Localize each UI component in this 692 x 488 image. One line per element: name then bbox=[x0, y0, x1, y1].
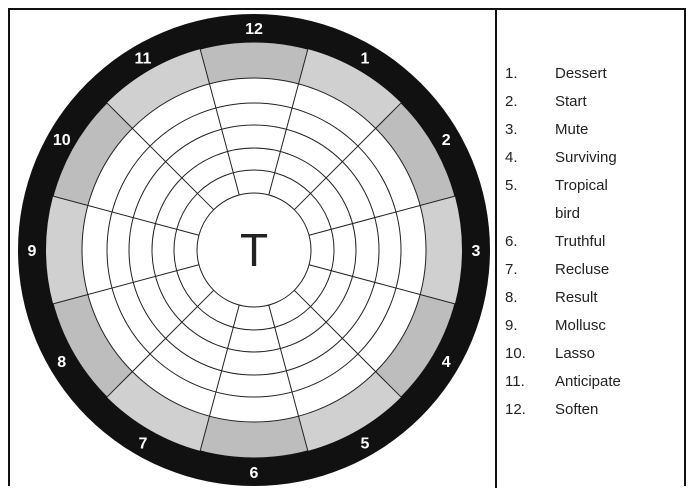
wheel-number: 7 bbox=[139, 435, 148, 452]
clue-number: 8. bbox=[505, 289, 518, 306]
clue-number: 9. bbox=[505, 317, 518, 334]
spoke bbox=[52, 264, 200, 305]
spoke bbox=[106, 289, 215, 398]
clue-text: Lasso bbox=[555, 345, 596, 362]
clue-text: Mute bbox=[555, 121, 589, 138]
ring bbox=[106, 102, 402, 398]
clue-text: Dessert bbox=[555, 65, 607, 82]
clue-text: Truthful bbox=[555, 233, 606, 250]
clue-number: 5. bbox=[505, 177, 518, 194]
clue-number: 11. bbox=[505, 373, 525, 390]
center-letter: T bbox=[240, 224, 268, 276]
wheel-number: 3 bbox=[472, 243, 481, 260]
clue-number: 4. bbox=[505, 149, 518, 166]
wheel-number: 9 bbox=[28, 243, 37, 260]
ring bbox=[151, 147, 357, 353]
clue: 4. Surviving bbox=[505, 144, 685, 172]
clue-number: 3. bbox=[505, 121, 518, 138]
clue-number: 7. bbox=[505, 261, 518, 278]
wheel-number: 1 bbox=[361, 51, 370, 68]
gray-segment bbox=[298, 49, 402, 129]
wheel-number: 2 bbox=[442, 132, 451, 149]
clue-list: 1. Dessert 2. Start 3. Mute 4. Surviving 5. Tropi… bbox=[505, 60, 685, 424]
wheel-number: 8 bbox=[57, 354, 66, 371]
spoke bbox=[308, 195, 456, 236]
clue: 3. Mute bbox=[505, 116, 685, 144]
clue: 12. Soften bbox=[505, 396, 685, 424]
wheel-number: 5 bbox=[361, 435, 370, 452]
spoke bbox=[293, 102, 402, 211]
spoke bbox=[293, 289, 402, 398]
gray-segment bbox=[420, 196, 462, 304]
clue: 1. Dessert bbox=[505, 60, 685, 88]
clue: 11. Anticipate bbox=[505, 368, 685, 396]
gray-segment bbox=[106, 371, 210, 451]
clue-text: Result bbox=[555, 289, 598, 306]
clue: 5. Tropical bird bbox=[505, 172, 685, 228]
clue: 10. Lasso bbox=[505, 340, 685, 368]
spoke bbox=[199, 304, 240, 452]
ring bbox=[128, 124, 380, 376]
frame bbox=[8, 8, 686, 486]
spoke bbox=[308, 264, 456, 305]
clue: 9. Mollusc bbox=[505, 312, 685, 340]
clue-text: Surviving bbox=[555, 149, 617, 166]
clue-number: 6. bbox=[505, 233, 518, 250]
clue: 8. Result bbox=[505, 284, 685, 312]
wheel-number: 12 bbox=[245, 21, 263, 38]
wheel-number: 4 bbox=[442, 354, 451, 371]
clue-text: Start bbox=[555, 93, 587, 110]
clue-text: Recluse bbox=[555, 261, 610, 278]
clue-text: Mollusc bbox=[555, 317, 606, 334]
clue-text: Tropical bird bbox=[555, 177, 608, 222]
clue-number: 10. bbox=[505, 345, 526, 362]
clue-text: Anticipate bbox=[555, 373, 621, 390]
gray-segment bbox=[46, 196, 88, 304]
spoke bbox=[268, 48, 309, 196]
wheel-number: 11 bbox=[135, 51, 152, 68]
clue: 2. Start bbox=[505, 88, 685, 116]
clue-text: Soften bbox=[555, 401, 599, 418]
clue: 6. Truthful bbox=[505, 228, 685, 256]
center-circle bbox=[196, 192, 312, 308]
gray-segment bbox=[106, 49, 210, 129]
gray-segment bbox=[298, 371, 402, 451]
clue-number: 12. bbox=[505, 401, 526, 418]
clue-number: 1. bbox=[505, 65, 518, 82]
ring bbox=[173, 169, 335, 331]
wheel-number: 10 bbox=[53, 132, 71, 149]
divider bbox=[495, 8, 497, 488]
spoke bbox=[52, 195, 200, 236]
clue: 7. Recluse bbox=[505, 256, 685, 284]
spoke bbox=[106, 102, 215, 211]
wheel-number: 6 bbox=[250, 465, 259, 482]
spoke bbox=[268, 304, 309, 452]
spoke bbox=[199, 48, 240, 196]
clue-number: 2. bbox=[505, 93, 518, 110]
